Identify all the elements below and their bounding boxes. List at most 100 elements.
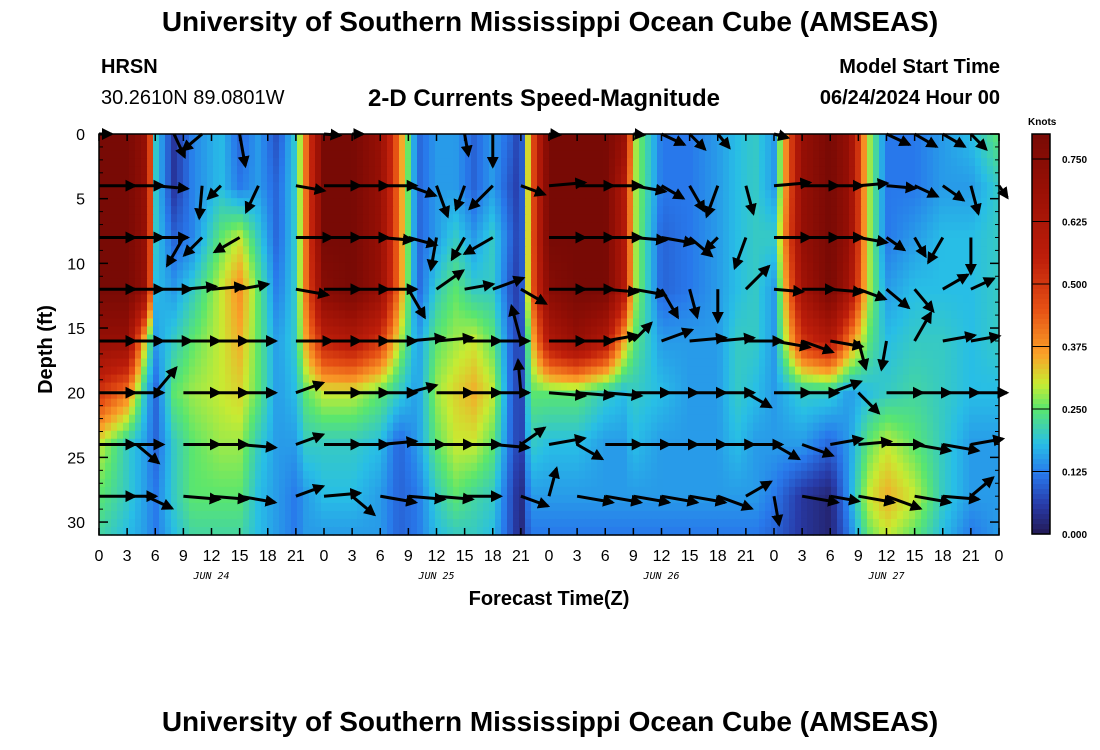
heatmap-cell — [459, 374, 466, 384]
heatmap-cell — [501, 294, 508, 304]
heatmap-cell — [747, 310, 754, 320]
heatmap-cell — [525, 342, 532, 352]
heatmap-cell — [309, 350, 316, 360]
heatmap-cell — [657, 366, 664, 376]
heatmap-cell — [357, 382, 364, 392]
heatmap-cell — [351, 238, 358, 247]
heatmap-cell — [531, 390, 538, 400]
heatmap-cell — [513, 342, 520, 352]
heatmap-cell — [231, 230, 238, 239]
heatmap-cell — [501, 214, 508, 223]
heatmap-cell — [507, 318, 514, 328]
heatmap-cell — [867, 318, 874, 328]
heatmap-cell — [891, 342, 898, 352]
heatmap-cell — [513, 286, 520, 295]
heatmap-cell — [819, 238, 826, 247]
heatmap-cell — [291, 206, 298, 215]
heatmap-cell — [837, 278, 844, 287]
heatmap-cell — [405, 198, 412, 207]
heatmap-cell — [825, 174, 832, 183]
heatmap-cell — [525, 350, 532, 360]
heatmap-cell — [537, 142, 544, 151]
heatmap-cell — [879, 198, 886, 207]
heatmap-cell — [369, 310, 376, 320]
heatmap-cell — [495, 262, 502, 271]
heatmap-cell — [969, 326, 976, 336]
heatmap-cell — [939, 246, 946, 255]
heatmap-cell — [765, 166, 772, 175]
heatmap-cell — [153, 214, 160, 223]
heatmap-cell — [561, 158, 568, 167]
heatmap-cell — [747, 358, 754, 368]
heatmap-cell — [573, 262, 580, 271]
heatmap-cell — [465, 342, 472, 352]
heatmap-cell — [675, 286, 682, 295]
heatmap-cell — [651, 334, 658, 344]
heatmap-cell — [579, 278, 586, 287]
heatmap-cell — [819, 254, 826, 263]
heatmap-cell — [447, 166, 454, 175]
heatmap-cell — [483, 294, 490, 304]
heatmap-cell — [837, 222, 844, 231]
heatmap-cell — [273, 350, 280, 360]
heatmap-cell — [273, 254, 280, 263]
heatmap-cell — [237, 174, 244, 183]
heatmap-cell — [495, 238, 502, 247]
heatmap-cell — [381, 190, 388, 199]
heatmap-cell — [231, 326, 238, 336]
heatmap-cell — [933, 238, 940, 247]
heatmap-cell — [855, 174, 862, 183]
heatmap-cell — [165, 166, 172, 175]
heatmap-cell — [825, 270, 832, 279]
heatmap-cell — [615, 238, 622, 247]
heatmap-cell — [519, 158, 526, 167]
heatmap-cell — [411, 318, 418, 328]
heatmap-cell — [897, 230, 904, 239]
heatmap-cell — [351, 166, 358, 175]
heatmap-cell — [531, 310, 538, 320]
heatmap-cell — [117, 254, 124, 263]
heatmap-cell — [573, 150, 580, 159]
heatmap-cell — [951, 366, 958, 376]
heatmap-cell — [249, 342, 256, 352]
heatmap-cell — [189, 190, 196, 199]
heatmap-cell — [315, 214, 322, 223]
heatmap-cell — [585, 142, 592, 151]
heatmap-cell — [261, 286, 268, 295]
heatmap-cell — [777, 278, 784, 287]
heatmap-cell — [399, 390, 406, 400]
heatmap-cell — [861, 278, 868, 287]
heatmap-cell — [309, 206, 316, 215]
heatmap-cell — [657, 262, 664, 271]
heatmap-cell — [867, 286, 874, 295]
heatmap-cell — [705, 166, 712, 175]
heatmap-cell — [189, 174, 196, 183]
heatmap-cell — [309, 190, 316, 199]
heatmap-cell — [897, 366, 904, 376]
heatmap-cell — [471, 190, 478, 199]
heatmap-cell — [897, 270, 904, 279]
heatmap-cell — [669, 206, 676, 215]
heatmap-cell — [939, 326, 946, 336]
heatmap-cell — [897, 214, 904, 223]
heatmap-cell — [129, 190, 136, 199]
heatmap-cell — [159, 342, 166, 352]
heatmap-cell — [837, 246, 844, 255]
heatmap-cell — [705, 198, 712, 207]
heatmap-cell — [951, 358, 958, 368]
heatmap-cell — [111, 134, 118, 143]
heatmap-cell — [669, 254, 676, 263]
heatmap-cell — [615, 366, 622, 376]
heatmap-cell — [393, 206, 400, 215]
heatmap-cell — [201, 334, 208, 344]
heatmap-cell — [981, 166, 988, 175]
heatmap-cell — [687, 214, 694, 223]
heatmap-cell — [447, 238, 454, 247]
heatmap-cell — [477, 182, 484, 191]
heatmap-cell — [621, 150, 628, 159]
heatmap-cell — [603, 358, 610, 368]
heatmap-cell — [267, 326, 274, 336]
heatmap-cell — [963, 166, 970, 175]
heatmap-cell — [525, 310, 532, 320]
heatmap-cell — [159, 318, 166, 328]
